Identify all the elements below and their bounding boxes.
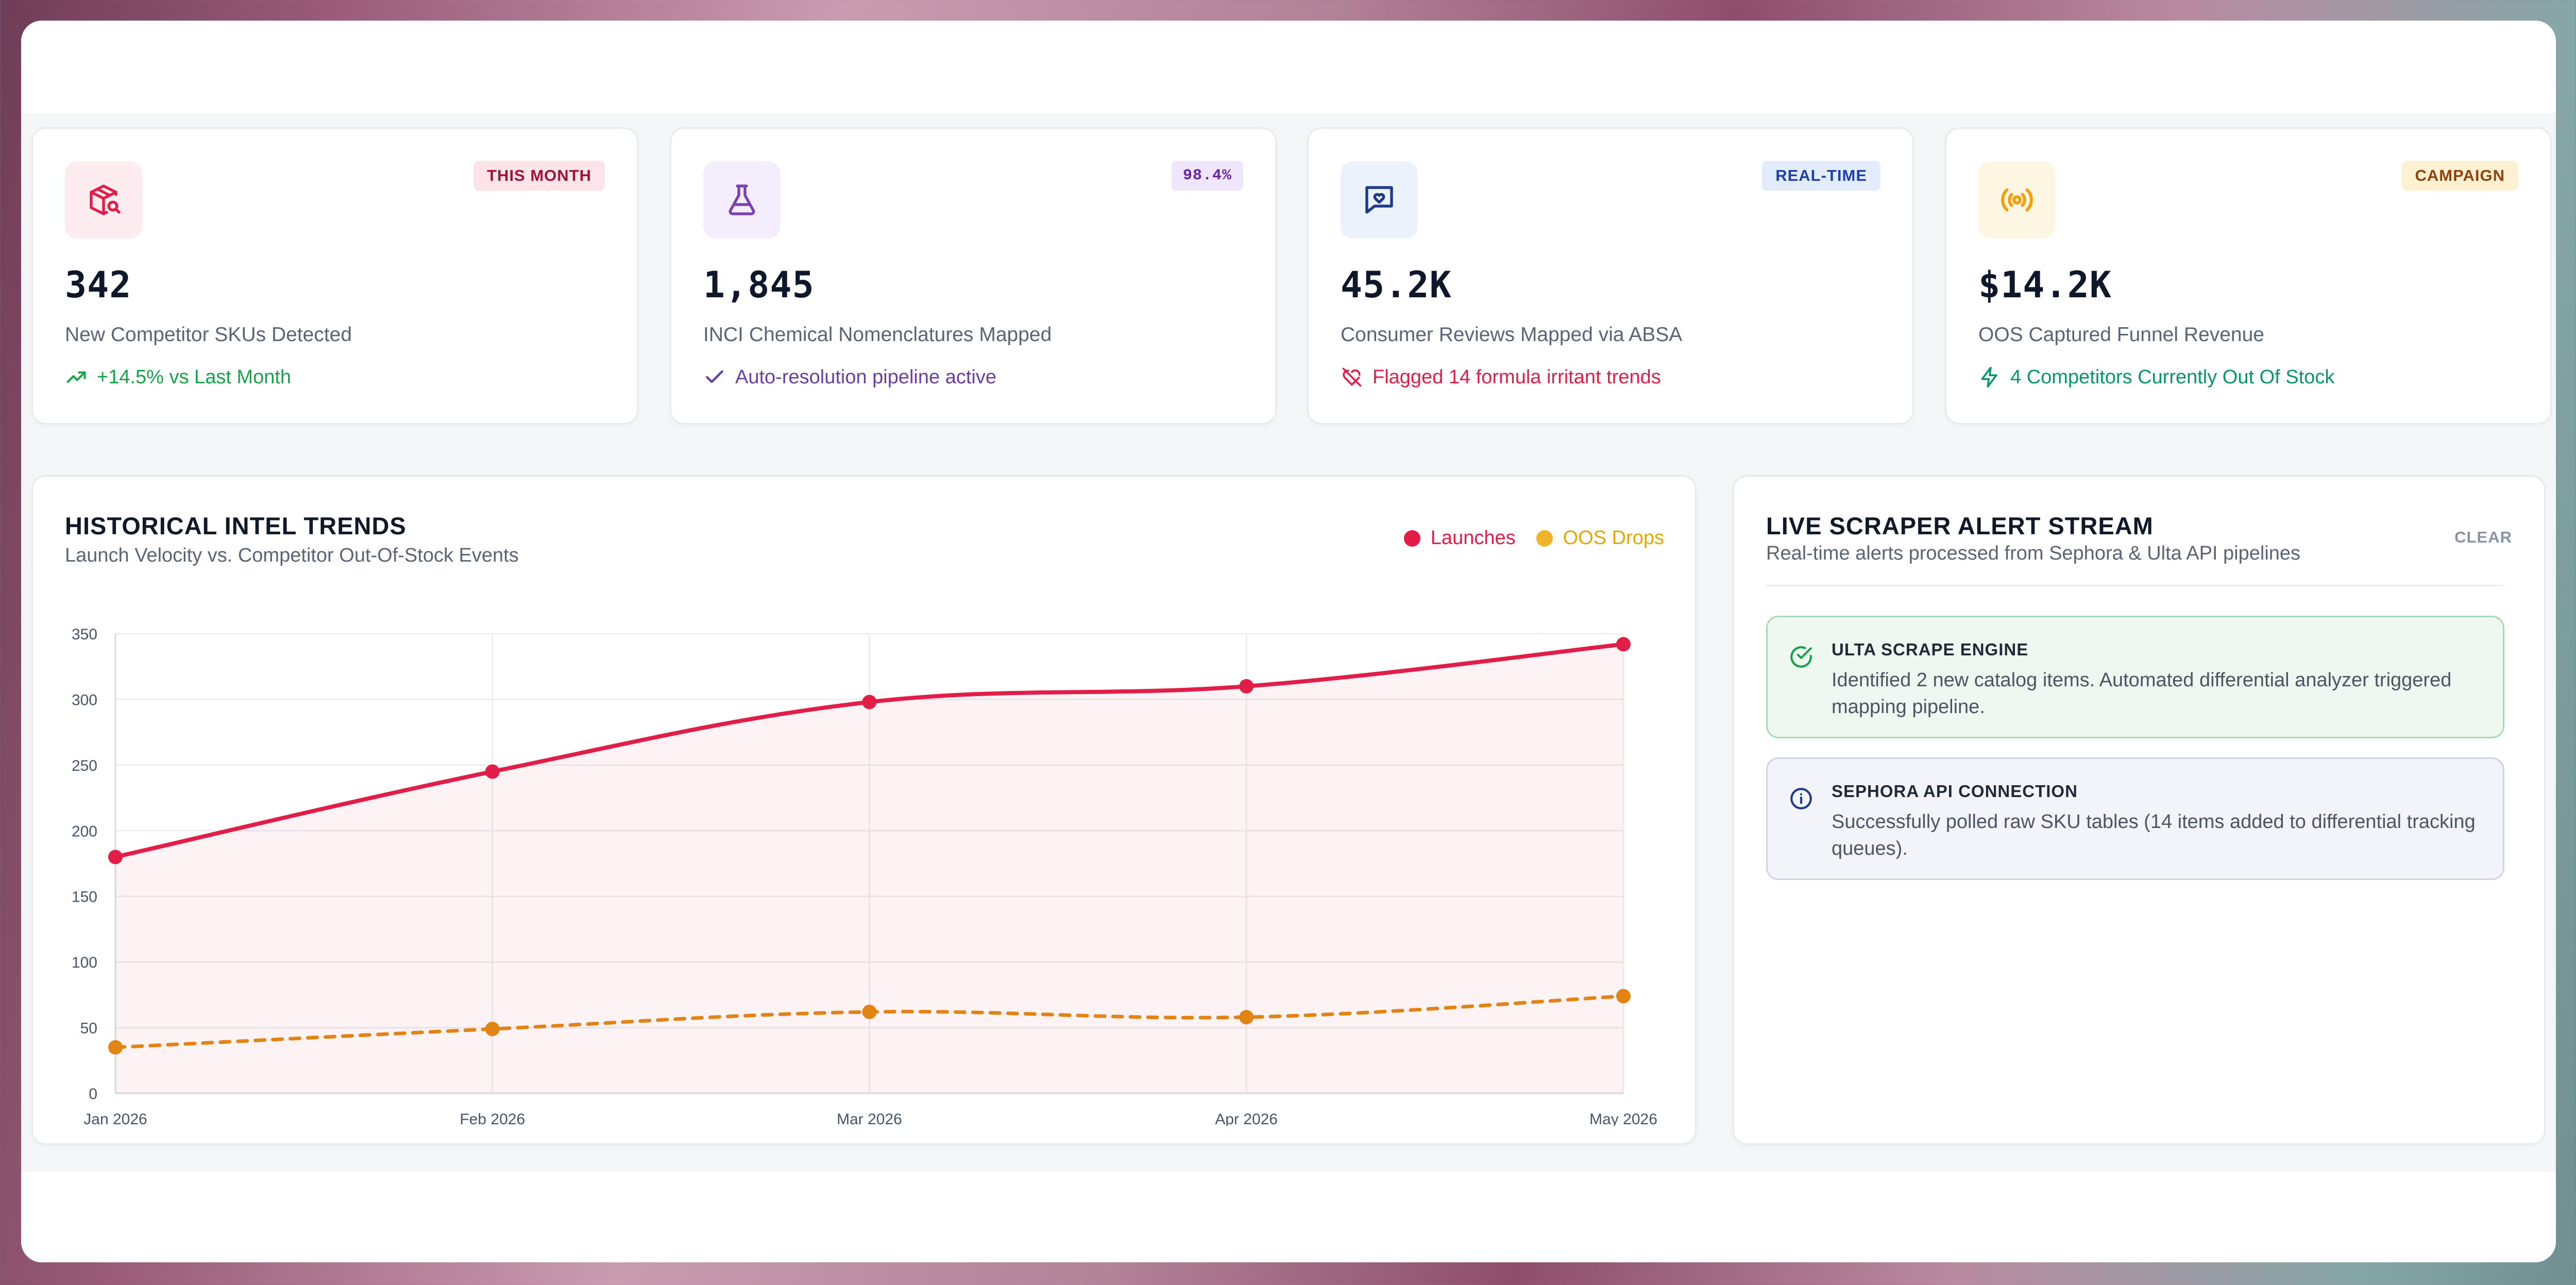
stat-trend: Flagged 14 formula irritant trends [1341, 366, 1661, 388]
launches-data-point [1239, 679, 1254, 694]
check-circle-icon [1790, 646, 1812, 668]
stat-value: $14.2K [1978, 264, 2112, 306]
trend-text: Auto-resolution pipeline active [735, 366, 996, 388]
accuracy-badge: 98.4% [1171, 161, 1243, 191]
stat-label: Consumer Reviews Mapped via ABSA [1341, 324, 1683, 346]
alert-stream-card: LIVE SCRAPER ALERT STREAM Real-time aler… [1733, 475, 2546, 1145]
legend-oos-swatch [1536, 530, 1553, 547]
y-tick-label: 100 [72, 954, 97, 971]
stat-card-new-skus: THIS MONTH 342 New Competitor SKUs Detec… [31, 127, 638, 425]
oos-drops-data-point [485, 1022, 500, 1037]
divider [1766, 585, 2504, 586]
heart-off-icon [1342, 367, 1362, 387]
stat-value: 1,845 [703, 264, 815, 306]
alert-item-sephora[interactable]: SEPHORA API CONNECTION Successfully poll… [1766, 757, 2504, 880]
x-tick-label: May 2026 [1589, 1111, 1657, 1126]
alert-item-ulta[interactable]: ULTA SCRAPE ENGINE Identified 2 new cata… [1766, 616, 2504, 738]
legend-launches-label: Launches [1430, 527, 1516, 549]
y-tick-label: 300 [72, 691, 97, 708]
stat-trend: +14.5% vs Last Month [65, 366, 291, 388]
stat-value: 342 [65, 264, 132, 306]
alert-body: Successfully polled raw SKU tables (14 i… [1832, 811, 2476, 859]
stat-label: OOS Captured Funnel Revenue [1978, 324, 2264, 346]
message-heart-icon [1341, 161, 1418, 239]
trends-title: HISTORICAL INTEL TRENDS [65, 512, 406, 539]
historical-trends-card: HISTORICAL INTEL TRENDS Launch Velocity … [31, 475, 1697, 1145]
stat-card-inci-mapped: 98.4% 1,845 INCI Chemical Nomenclatures … [670, 127, 1277, 425]
clear-alerts-button[interactable]: CLEAR [2454, 528, 2512, 546]
trends-subtitle: Launch Velocity vs. Competitor Out-Of-St… [65, 545, 519, 566]
y-tick-label: 150 [72, 889, 97, 906]
oos-drops-data-point [108, 1040, 123, 1055]
x-tick-label: Mar 2026 [837, 1111, 902, 1126]
x-tick-label: Apr 2026 [1215, 1111, 1278, 1126]
launches-data-point [1616, 637, 1631, 652]
x-tick-label: Feb 2026 [460, 1111, 525, 1126]
y-tick-label: 200 [72, 823, 97, 840]
legend-oos-label: OOS Drops [1563, 527, 1664, 549]
x-tick-label: Jan 2026 [83, 1111, 147, 1126]
launches-data-point [485, 764, 500, 779]
chart-legend: Launches OOS Drops [1403, 527, 1664, 549]
check-icon [706, 370, 723, 383]
flask-icon [703, 161, 781, 239]
stat-trend: 4 Competitors Currently Out Of Stock [1978, 366, 2334, 388]
campaign-badge: CAMPAIGN [2401, 161, 2518, 191]
oos-drops-data-point [1616, 989, 1631, 1004]
alert-title: SEPHORA API CONNECTION [1832, 782, 2078, 801]
realtime-badge: REAL-TIME [1762, 161, 1880, 191]
y-tick-label: 0 [89, 1086, 97, 1103]
trend-text: +14.5% vs Last Month [97, 366, 292, 388]
y-tick-label: 250 [72, 757, 97, 774]
stat-trend: Auto-resolution pipeline active [703, 366, 996, 388]
oos-drops-data-point [1239, 1010, 1254, 1025]
dashboard-panel: THIS MONTH 342 New Competitor SKUs Detec… [21, 21, 2556, 1262]
period-badge: THIS MONTH [473, 161, 605, 191]
trends-line-chart: 0 50 100 150 200 250 300 350 Jan 2026 Feb 2026 Mar… [72, 626, 1657, 1126]
trend-text: Flagged 14 formula irritant trends [1372, 366, 1661, 388]
legend-launches-swatch [1403, 530, 1420, 547]
info-circle-icon [1790, 788, 1812, 809]
stat-value: 45.2K [1341, 264, 1452, 306]
stat-card-oos-revenue: CAMPAIGN $14.2K OOS Captured Funnel Reve… [1945, 127, 2552, 425]
alert-title: ULTA SCRAPE ENGINE [1832, 640, 2029, 659]
stat-label: New Competitor SKUs Detected [65, 324, 352, 346]
stat-label: INCI Chemical Nomenclatures Mapped [703, 324, 1052, 346]
y-tick-label: 350 [72, 626, 97, 643]
alert-body: Identified 2 new catalog items. Automate… [1832, 669, 2452, 718]
package-search-icon [65, 161, 142, 239]
launches-data-point [108, 850, 123, 865]
launches-data-point [862, 695, 877, 709]
launches-area [115, 644, 1623, 1093]
alerts-title: LIVE SCRAPER ALERT STREAM [1766, 512, 2154, 539]
trend-text: 4 Competitors Currently Out Of Stock [2010, 366, 2335, 388]
top-bar [21, 21, 2556, 113]
alerts-subtitle: Real-time alerts processed from Sephora … [1766, 543, 2301, 564]
bottom-bar [21, 1172, 2556, 1262]
oos-drops-data-point [862, 1004, 877, 1019]
lightning-icon [1981, 366, 1997, 388]
broadcast-icon [1978, 161, 2056, 239]
y-tick-label: 50 [80, 1020, 97, 1037]
trending-up-icon [66, 371, 86, 383]
stat-card-consumer-reviews: REAL-TIME 45.2K Consumer Reviews Mapped … [1307, 127, 1914, 425]
